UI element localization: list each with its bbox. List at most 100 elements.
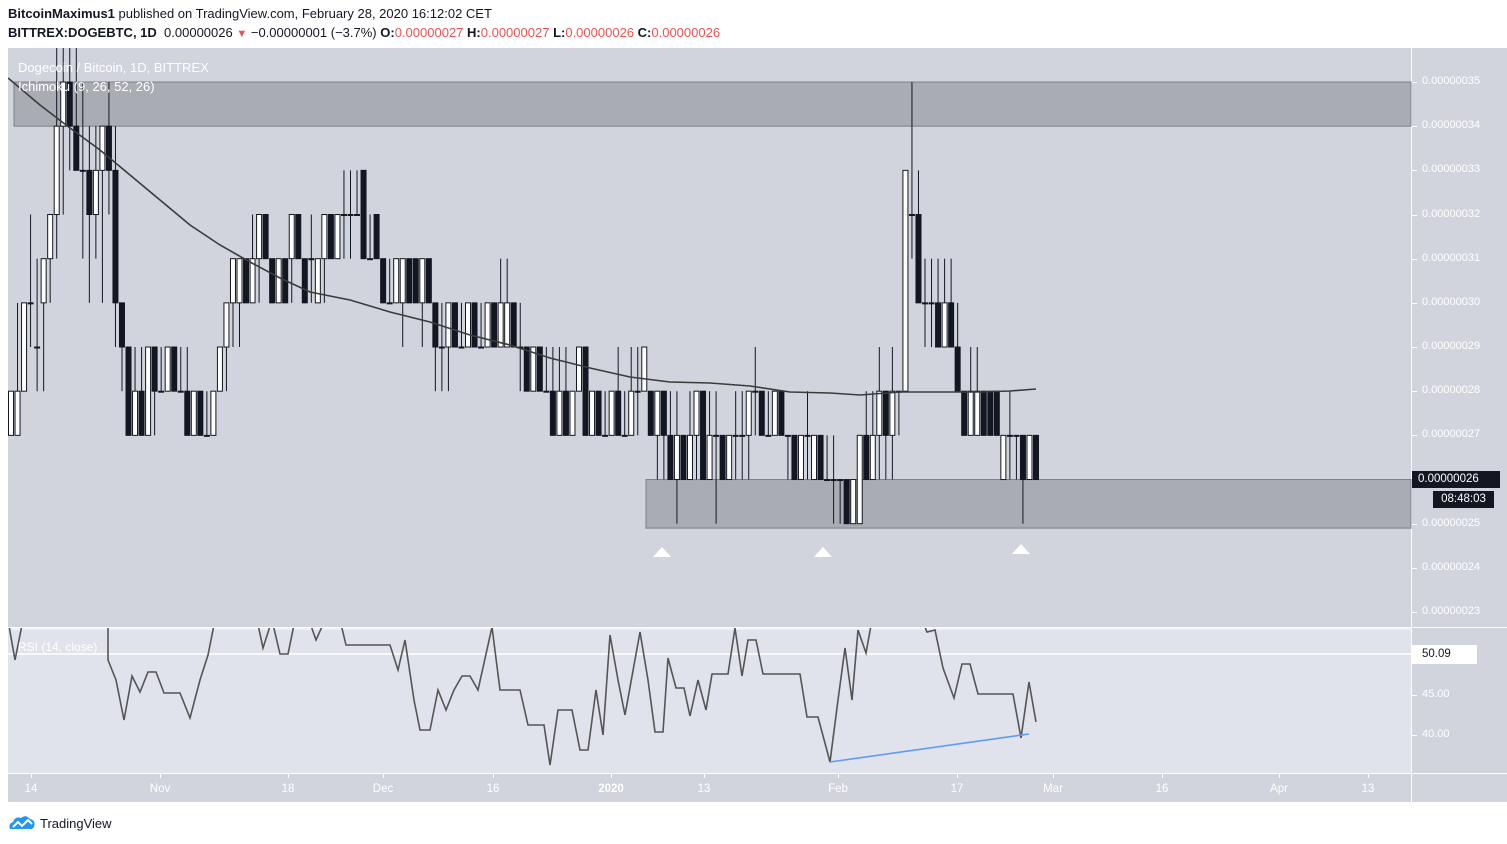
bear-candle[interactable] — [471, 302, 478, 348]
bear-candle[interactable] — [373, 214, 380, 260]
bull-candle[interactable] — [275, 258, 282, 304]
bear-candle[interactable] — [647, 390, 654, 436]
bull-candle[interactable] — [686, 434, 693, 481]
bear-candle[interactable] — [961, 390, 968, 436]
bear-candle[interactable] — [948, 302, 955, 348]
bear-candle[interactable] — [243, 258, 250, 304]
bull-candle[interactable] — [27, 302, 34, 305]
bear-candle[interactable] — [915, 214, 922, 304]
bear-candle[interactable] — [549, 390, 556, 436]
bull-candle[interactable] — [484, 302, 491, 348]
price-chart-pane[interactable] — [8, 48, 1411, 627]
bull-candle[interactable] — [726, 434, 733, 481]
bear-candle[interactable] — [138, 390, 145, 436]
bear-candle[interactable] — [980, 390, 987, 436]
bear-candle[interactable] — [197, 390, 204, 436]
tradingview-brand[interactable]: TradingView — [8, 814, 112, 832]
bull-candle[interactable] — [229, 258, 236, 304]
bull-candle[interactable] — [419, 258, 426, 304]
bull-candle[interactable] — [99, 125, 106, 171]
bull-candle[interactable] — [771, 390, 778, 436]
bull-candle[interactable] — [575, 346, 582, 392]
bull-candle[interactable] — [393, 258, 400, 304]
bear-candle[interactable] — [817, 434, 824, 481]
bear-candle[interactable] — [719, 434, 726, 481]
bear-candle[interactable] — [863, 434, 870, 481]
bear-candle[interactable] — [66, 81, 73, 127]
bull-candle[interactable] — [34, 346, 41, 349]
bull-candle[interactable] — [1013, 434, 1020, 437]
bear-candle[interactable] — [615, 390, 622, 436]
time-axis[interactable] — [8, 774, 1411, 802]
bull-candle[interactable] — [340, 214, 347, 217]
bull-candle[interactable] — [1026, 434, 1033, 481]
bear-candle[interactable] — [935, 302, 942, 348]
bull-candle[interactable] — [438, 346, 445, 349]
bull-candle[interactable] — [856, 434, 863, 525]
bull-candle[interactable] — [132, 390, 139, 436]
bull-candle[interactable] — [256, 214, 263, 260]
bull-candle[interactable] — [497, 302, 504, 348]
bull-candle[interactable] — [216, 346, 223, 392]
bull-candle[interactable] — [869, 434, 876, 481]
bull-candle[interactable] — [608, 390, 615, 436]
bear-candle[interactable] — [523, 346, 530, 392]
bull-candle[interactable] — [458, 346, 465, 349]
bear-candle[interactable] — [660, 390, 667, 436]
bear-candle[interactable] — [184, 390, 191, 436]
bull-candle[interactable] — [478, 346, 485, 349]
bull-candle[interactable] — [713, 434, 720, 437]
bear-candle[interactable] — [491, 302, 498, 348]
bull-candle[interactable] — [386, 302, 393, 305]
bear-candle[interactable] — [301, 258, 308, 304]
bear-candle[interactable] — [536, 346, 543, 392]
rsi-pane[interactable] — [8, 628, 1411, 773]
bull-candle[interactable] — [1000, 434, 1007, 481]
bull-candle[interactable] — [804, 434, 811, 437]
bull-candle[interactable] — [314, 258, 321, 304]
bull-candle[interactable] — [164, 346, 171, 392]
pane-separator[interactable] — [8, 627, 1507, 628]
bull-candle[interactable] — [673, 434, 680, 481]
bear-candle[interactable] — [510, 302, 517, 348]
bull-candle[interactable] — [628, 390, 635, 436]
bull-candle[interactable] — [837, 479, 844, 482]
bull-candle[interactable] — [974, 390, 981, 436]
bull-candle[interactable] — [334, 214, 341, 260]
bear-candle[interactable] — [425, 258, 432, 304]
bear-candle[interactable] — [105, 125, 112, 171]
bear-candle[interactable] — [667, 434, 674, 481]
bear-candle[interactable] — [327, 214, 334, 260]
bear-candle[interactable] — [778, 390, 785, 436]
bear-candle[interactable] — [406, 258, 413, 304]
bull-candle[interactable] — [236, 258, 243, 304]
bull-candle[interactable] — [889, 390, 896, 436]
bull-candle[interactable] — [354, 214, 361, 217]
bull-candle[interactable] — [784, 434, 791, 437]
bull-candle[interactable] — [47, 214, 54, 260]
bear-candle[interactable] — [562, 390, 569, 436]
bull-candle[interactable] — [745, 390, 752, 436]
bear-candle[interactable] — [595, 390, 602, 436]
bull-candle[interactable] — [654, 390, 661, 436]
bear-candle[interactable] — [1033, 434, 1039, 481]
bull-candle[interactable] — [922, 302, 929, 305]
bear-candle[interactable] — [1019, 434, 1026, 481]
bear-candle[interactable] — [73, 125, 80, 171]
bear-candle[interactable] — [151, 346, 158, 392]
bull-candle[interactable] — [706, 434, 713, 481]
bull-candle[interactable] — [941, 302, 948, 348]
bull-candle[interactable] — [203, 434, 210, 437]
bull-candle[interactable] — [504, 302, 511, 348]
bear-candle[interactable] — [112, 169, 119, 304]
bull-candle[interactable] — [1006, 434, 1013, 437]
bull-candle[interactable] — [641, 346, 648, 392]
bull-candle[interactable] — [530, 346, 537, 392]
bear-candle[interactable] — [86, 169, 93, 216]
bear-candle[interactable] — [758, 390, 765, 436]
bull-candle[interactable] — [40, 258, 47, 304]
bear-candle[interactable] — [262, 214, 269, 260]
bear-candle[interactable] — [680, 434, 687, 481]
bull-candle[interactable] — [145, 346, 152, 436]
bull-candle[interactable] — [21, 302, 28, 392]
